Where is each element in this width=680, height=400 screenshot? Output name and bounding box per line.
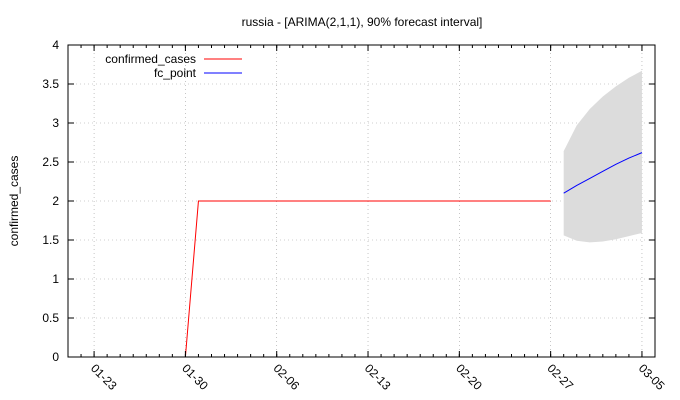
y-tick-label: 1: [52, 272, 59, 286]
x-tick-label: 01-30: [179, 361, 211, 393]
x-tick-label: 02-13: [362, 361, 394, 393]
x-tick-label: 02-27: [545, 361, 577, 393]
legend-label: confirmed_cases: [105, 52, 196, 66]
y-axis-label: confirmed_cases: [7, 156, 21, 247]
y-tick-label: 3: [52, 116, 59, 130]
y-tick-label: 3.5: [42, 77, 59, 91]
y-tick-label: 2: [52, 194, 59, 208]
y-tick-label: 0: [52, 350, 59, 364]
x-tick-label: 02-06: [271, 361, 303, 393]
series-line-confirmed-cases: [184, 200, 551, 358]
y-tick-label: 2.5: [42, 155, 59, 169]
y-tick-label: 4: [52, 38, 59, 52]
x-tick-label: 02-20: [453, 361, 485, 393]
chart-title: russia - [ARIMA(2,1,1), 90% forecast int…: [242, 15, 483, 29]
legend-label: fc_point: [154, 66, 197, 80]
x-tick-label: 03-05: [636, 361, 668, 393]
y-tick-label: 0.5: [42, 311, 59, 325]
x-tick-label: 01-23: [88, 361, 120, 393]
series-layer: [184, 152, 643, 358]
y-tick-label: 1.5: [42, 233, 59, 247]
series-line-fc-point: [563, 152, 643, 194]
interval-layer: [563, 70, 642, 243]
forecast-interval-band: [563, 70, 642, 243]
